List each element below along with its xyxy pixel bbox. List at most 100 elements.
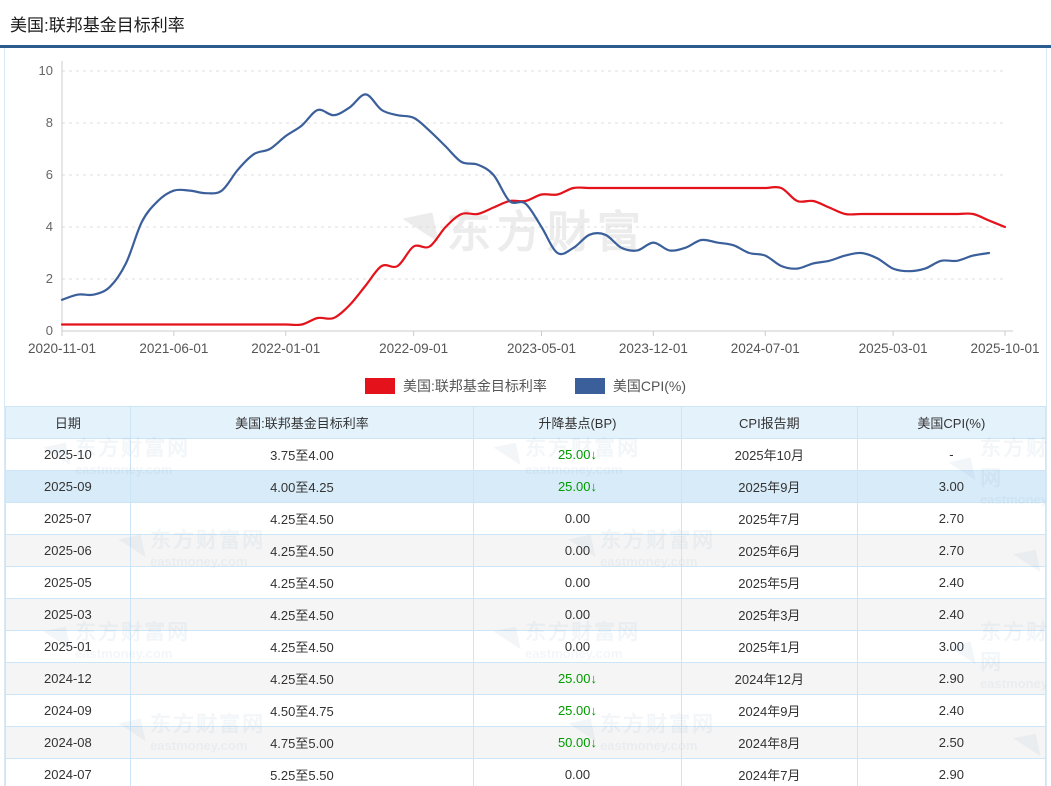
cell-target-rate: 5.25至5.50	[129, 758, 474, 786]
cell-bp-change: 25.00↓	[472, 438, 682, 471]
svg-text:6: 6	[46, 167, 53, 182]
cell-cpi-period: 2024年7月	[680, 758, 858, 786]
table-row[interactable]: 2024-08 4.75至5.00 50.00↓ 2024年8月 2.50	[5, 726, 1047, 759]
cell-date: 2024-09	[5, 694, 131, 727]
legend-swatch-red	[364, 378, 395, 394]
table-row[interactable]: 2025-10 3.75至4.00 25.00↓ 2025年10月 -	[5, 438, 1047, 471]
cell-date: 2025-10	[5, 438, 131, 471]
cell-cpi-period: 2025年9月	[680, 470, 858, 503]
cpi-line	[60, 93, 991, 301]
column-header: 日期	[5, 406, 131, 439]
cell-target-rate: 3.75至4.00	[129, 438, 474, 471]
rate-table: 日期 美国:联邦基金目标利率 升降基点(BP) CPI报告期 美国CPI(%) 2025…	[5, 406, 1047, 786]
cell-cpi-value: 2.70	[856, 534, 1047, 567]
column-header: CPI报告期	[680, 406, 858, 439]
cell-target-rate: 4.50至4.75	[129, 694, 474, 727]
cell-cpi-value: 2.70	[856, 502, 1047, 535]
chart-area: ◥ 东方财富 0 2 4 6 8 10 2020-11-01 2021-06-01 2022-0…	[5, 48, 1046, 400]
page-title: 美国:联邦基金目标利率	[10, 16, 185, 35]
svg-text:0: 0	[46, 323, 53, 338]
cell-target-rate: 4.25至4.50	[129, 534, 474, 567]
cell-date: 2025-05	[5, 566, 131, 599]
cell-target-rate: 4.25至4.50	[129, 598, 474, 631]
cell-cpi-value: 2.90	[856, 662, 1047, 695]
cell-target-rate: 4.00至4.25	[129, 470, 474, 503]
cell-target-rate: 4.25至4.50	[129, 566, 474, 599]
table-row[interactable]: 2025-09 4.00至4.25 25.00↓ 2025年9月 3.00	[5, 470, 1047, 503]
cell-cpi-value: 2.50	[856, 726, 1047, 759]
svg-text:2025-10-01: 2025-10-01	[970, 341, 1039, 356]
cell-cpi-period: 2024年9月	[680, 694, 858, 727]
table-row[interactable]: 2024-12 4.25至4.50 25.00↓ 2024年12月 2.90	[5, 662, 1047, 695]
cell-bp-change: 0.00	[472, 598, 682, 631]
cell-cpi-period: 2025年6月	[680, 534, 858, 567]
cell-bp-change: 25.00↓	[472, 470, 682, 503]
svg-text:2021-06-01: 2021-06-01	[139, 341, 208, 356]
rate-table-section: 日期 美国:联邦基金目标利率 升降基点(BP) CPI报告期 美国CPI(%) 2025…	[5, 406, 1047, 786]
cell-bp-change: 0.00	[472, 758, 682, 786]
cell-bp-change: 25.00↓	[472, 662, 682, 695]
cell-bp-change: 0.00	[472, 630, 682, 663]
cell-target-rate: 4.25至4.50	[129, 502, 474, 535]
cell-cpi-value: -	[856, 438, 1047, 471]
cell-date: 2025-03	[5, 598, 131, 631]
legend-item-cpi[interactable]: 美国CPI(%)	[574, 376, 686, 396]
legend-label-cpi: 美国CPI(%)	[612, 378, 686, 394]
cell-date: 2025-07	[5, 502, 131, 535]
table-header-row: 日期 美国:联邦基金目标利率 升降基点(BP) CPI报告期 美国CPI(%)	[5, 406, 1047, 439]
cell-cpi-period: 2025年7月	[680, 502, 858, 535]
cell-cpi-value: 2.90	[856, 758, 1047, 786]
legend-swatch-blue	[574, 378, 605, 394]
cell-cpi-period: 2025年5月	[680, 566, 858, 599]
svg-text:2023-05-01: 2023-05-01	[507, 341, 576, 356]
cell-cpi-value: 3.00	[856, 470, 1047, 503]
table-row[interactable]: 2025-06 4.25至4.50 0.00 2025年6月 2.70	[5, 534, 1047, 567]
cell-cpi-period: 2025年1月	[680, 630, 858, 663]
column-header: 升降基点(BP)	[472, 406, 682, 439]
svg-text:2025-03-01: 2025-03-01	[859, 341, 928, 356]
svg-text:4: 4	[46, 219, 53, 234]
cell-cpi-value: 2.40	[856, 694, 1047, 727]
svg-text:2024-07-01: 2024-07-01	[731, 341, 800, 356]
cell-cpi-value: 3.00	[856, 630, 1047, 663]
cell-date: 2025-01	[5, 630, 131, 663]
cell-bp-change: 0.00	[472, 502, 682, 535]
svg-text:2023-12-01: 2023-12-01	[619, 341, 688, 356]
content-panel: ◥ 东方财富 0 2 4 6 8 10 2020-11-01 2021-06-01 2022-0…	[4, 48, 1047, 786]
table-row[interactable]: 2025-03 4.25至4.50 0.00 2025年3月 2.40	[5, 598, 1047, 631]
cell-cpi-period: 2024年8月	[680, 726, 858, 759]
column-header: 美国:联邦基金目标利率	[129, 406, 474, 439]
title-divider-bar	[0, 45, 1051, 48]
table-row[interactable]: 2025-07 4.25至4.50 0.00 2025年7月 2.70	[5, 502, 1047, 535]
table-row[interactable]: 2024-09 4.50至4.75 25.00↓ 2024年9月 2.40	[5, 694, 1047, 727]
cell-bp-change: 0.00	[472, 566, 682, 599]
svg-text:2020-11-01: 2020-11-01	[28, 341, 96, 356]
cell-bp-change: 0.00	[472, 534, 682, 567]
rate-table-body: 2025-10 3.75至4.00 25.00↓ 2025年10月 -2025-09 4.…	[5, 438, 1047, 786]
svg-text:2022-09-01: 2022-09-01	[379, 341, 448, 356]
cell-bp-change: 50.00↓	[472, 726, 682, 759]
cell-date: 2025-06	[5, 534, 131, 567]
table-row[interactable]: 2025-05 4.25至4.50 0.00 2025年5月 2.40	[5, 566, 1047, 599]
table-row[interactable]: 2025-01 4.25至4.50 0.00 2025年1月 3.00	[5, 630, 1047, 663]
legend-label-fed-rate: 美国:联邦基金目标利率	[402, 378, 547, 394]
cell-date: 2024-12	[5, 662, 131, 695]
cell-cpi-value: 2.40	[856, 598, 1047, 631]
svg-text:2022-01-01: 2022-01-01	[251, 341, 320, 356]
cell-cpi-value: 2.40	[856, 566, 1047, 599]
svg-text:2: 2	[46, 271, 53, 286]
fed-rate-line	[60, 185, 1007, 327]
cell-date: 2025-09	[5, 470, 131, 503]
rate-cpi-chart[interactable]: 0 2 4 6 8 10 2020-11-01 2021-06-01 2022-01-01 202…	[5, 48, 1046, 366]
cell-target-rate: 4.75至5.00	[129, 726, 474, 759]
cell-cpi-period: 2024年12月	[680, 662, 858, 695]
table-row[interactable]: 2024-07 5.25至5.50 0.00 2024年7月 2.90	[5, 758, 1047, 786]
chart-legend: 美国:联邦基金目标利率 美国CPI(%)	[5, 376, 1046, 396]
cell-bp-change: 25.00↓	[472, 694, 682, 727]
column-header: 美国CPI(%)	[856, 406, 1047, 439]
cell-date: 2024-07	[5, 758, 131, 786]
legend-item-fed-rate[interactable]: 美国:联邦基金目标利率	[364, 376, 547, 396]
cell-cpi-period: 2025年10月	[680, 438, 858, 471]
cell-date: 2024-08	[5, 726, 131, 759]
cell-target-rate: 4.25至4.50	[129, 630, 474, 663]
